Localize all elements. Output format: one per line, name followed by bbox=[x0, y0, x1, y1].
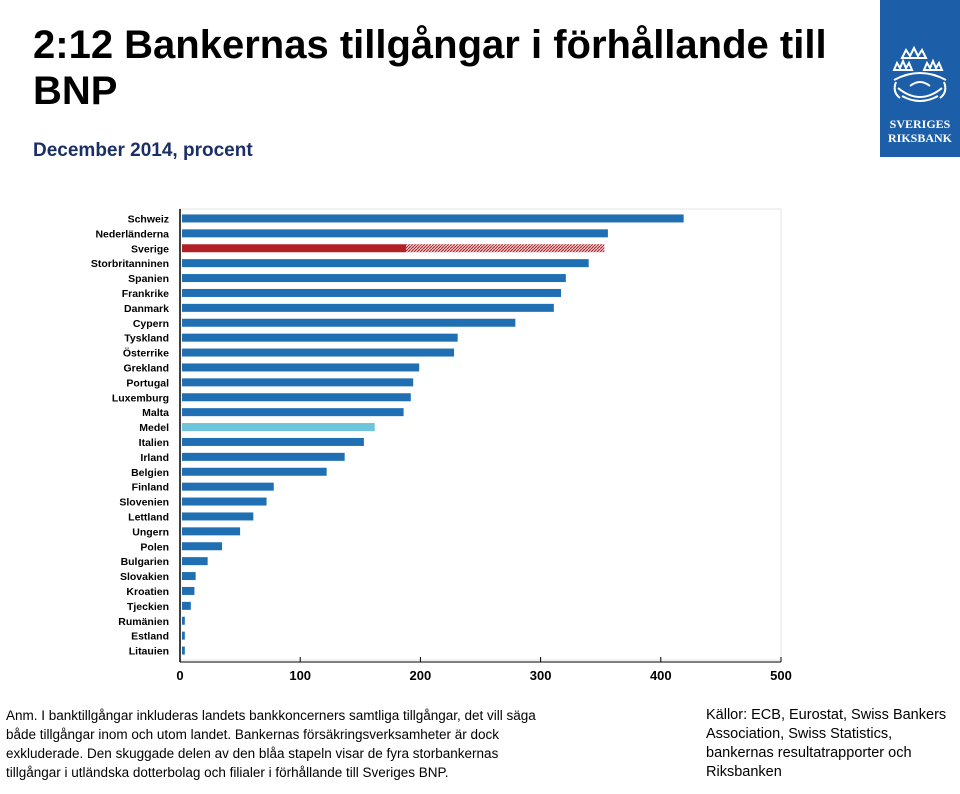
bar-medel bbox=[182, 423, 375, 432]
category-label: Österrike bbox=[123, 347, 169, 360]
bar-portugal bbox=[182, 378, 414, 387]
logo-text-line2: RIKSBANK bbox=[887, 131, 952, 145]
bar-malta bbox=[182, 408, 404, 417]
bar-danmark bbox=[182, 303, 554, 312]
category-label: Litauien bbox=[129, 646, 169, 658]
category-label: Luxemburg bbox=[112, 392, 169, 404]
category-label: Polen bbox=[140, 541, 169, 553]
bar-spanien bbox=[182, 274, 566, 283]
x-tick-label: 300 bbox=[530, 668, 552, 683]
bar-belgien bbox=[182, 467, 327, 476]
category-label: Spanien bbox=[128, 273, 169, 285]
bar-luxemburg bbox=[182, 393, 411, 402]
category-label: Lettland bbox=[128, 511, 169, 523]
category-label: Tyskland bbox=[124, 333, 169, 345]
bar-tjeckien bbox=[182, 601, 191, 610]
x-tick-label: 500 bbox=[770, 668, 792, 683]
chart-note-text: Anm. I banktillgångar inkluderas landets… bbox=[6, 708, 536, 780]
bar-grekland bbox=[182, 363, 420, 372]
bank-assets-chart: Schweiz Nederländerna Sverige Storbritannin… bbox=[91, 208, 792, 683]
chart-note: Anm. I banktillgångar inkluderas landets… bbox=[6, 706, 536, 782]
bar-irland bbox=[182, 452, 345, 461]
bar-nederländerna bbox=[182, 229, 608, 238]
category-label: Estland bbox=[131, 631, 169, 643]
bar-litauien bbox=[182, 646, 185, 655]
x-tick-label: 400 bbox=[650, 668, 672, 683]
category-label: Schweiz bbox=[128, 213, 169, 225]
bar-lettland bbox=[182, 512, 254, 521]
category-label: Rumänien bbox=[118, 616, 169, 628]
category-label: Slovakien bbox=[120, 571, 169, 583]
logo-text-line1: SVERIGES bbox=[889, 117, 951, 131]
page-title: 2:12 Bankernas tillgångar i förhållande … bbox=[33, 23, 827, 113]
category-label: Frankrike bbox=[122, 288, 169, 300]
page-subtitle: December 2014, procent bbox=[33, 140, 253, 161]
bar-sverige-domestic bbox=[182, 244, 406, 253]
category-label: Grekland bbox=[123, 362, 169, 374]
bar-tyskland bbox=[182, 333, 458, 342]
category-label: Slovenien bbox=[119, 497, 169, 509]
category-label: Belgien bbox=[131, 467, 169, 479]
bar-rumänien bbox=[182, 616, 185, 625]
bar-cypern bbox=[182, 318, 516, 327]
x-tick-label: 100 bbox=[289, 668, 311, 683]
x-tick-label: 200 bbox=[410, 668, 432, 683]
bar-storbritanninen bbox=[182, 259, 589, 268]
bar-estland bbox=[182, 631, 185, 640]
category-label: Bulgarien bbox=[121, 556, 169, 568]
category-label: Ungern bbox=[132, 526, 169, 538]
chart-sources: Källor: ECB, Eurostat, Swiss Bankers Ass… bbox=[706, 707, 947, 780]
bar-frankrike bbox=[182, 288, 562, 297]
category-label: Danmark bbox=[124, 303, 169, 315]
category-label: Medel bbox=[139, 422, 169, 434]
category-label: Portugal bbox=[126, 377, 169, 389]
category-label: Irland bbox=[140, 452, 169, 464]
bar-finland bbox=[182, 482, 274, 491]
riksbank-logo: SVERIGES RIKSBANK bbox=[880, 0, 960, 157]
bar-bulgarien bbox=[182, 557, 208, 566]
bar-slovakien bbox=[182, 572, 196, 581]
bar-italien bbox=[182, 437, 364, 446]
bar-ungern bbox=[182, 527, 241, 536]
bar-kroatien bbox=[182, 586, 195, 595]
category-label: Malta bbox=[142, 407, 169, 419]
bar-slovenien bbox=[182, 497, 267, 506]
category-label: Tjeckien bbox=[127, 601, 169, 613]
crown-emblem-icon bbox=[892, 45, 947, 102]
category-label: Sverige bbox=[131, 243, 169, 255]
category-label: Finland bbox=[132, 482, 169, 494]
category-label: Cypern bbox=[133, 318, 169, 330]
category-label: Italien bbox=[139, 437, 169, 449]
bar-polen bbox=[182, 542, 223, 551]
category-label: Nederländerna bbox=[95, 228, 169, 240]
bar-sverige-foreign-hatched bbox=[405, 244, 605, 253]
bar-österrike bbox=[182, 348, 455, 357]
x-tick-label: 0 bbox=[176, 668, 183, 683]
bar-schweiz bbox=[182, 214, 684, 223]
category-label: Storbritanninen bbox=[91, 258, 169, 270]
category-label: Kroatien bbox=[126, 586, 169, 598]
